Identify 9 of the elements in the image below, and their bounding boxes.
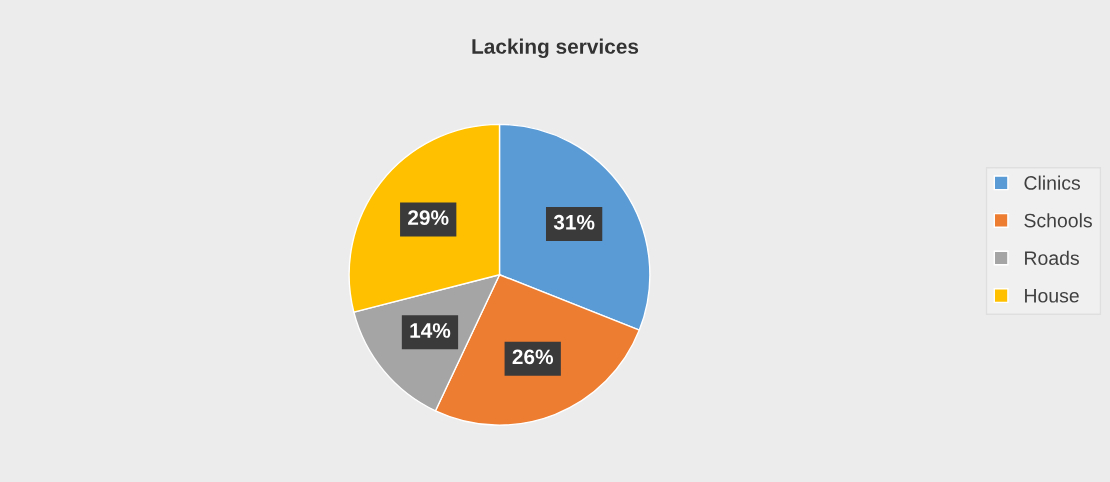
- legend-label: Schools: [1024, 213, 1092, 228]
- data-label: 31%: [553, 214, 595, 230]
- data-label: 26%: [512, 349, 554, 365]
- legend-label: Roads: [1025, 250, 1079, 265]
- legend-label: House: [1025, 289, 1079, 303]
- data-label: 29%: [408, 210, 449, 226]
- data-label: 14%: [410, 323, 451, 338]
- chart-title: Lacking services: [472, 38, 639, 59]
- legend-label: Clinics: [1024, 175, 1081, 190]
